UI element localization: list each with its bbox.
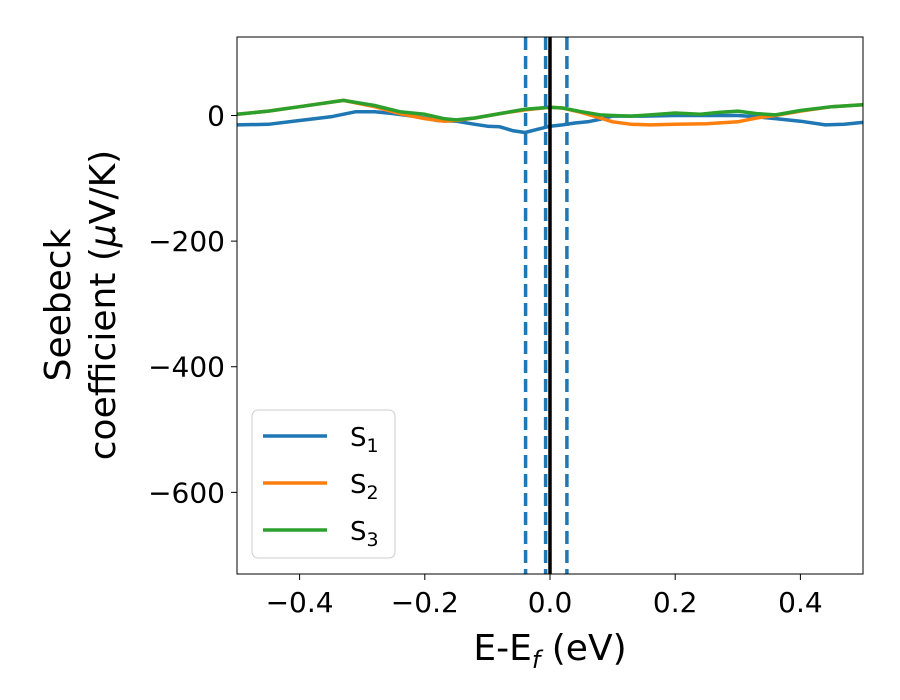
y-tick-label: −600 xyxy=(148,476,225,509)
x-tick-label: −0.2 xyxy=(391,586,459,619)
y-tick-label: 0 xyxy=(207,100,225,133)
plot-area xyxy=(237,37,863,574)
legend-label-s2: S2 xyxy=(350,470,379,504)
y-tick-label: −400 xyxy=(148,351,225,384)
x-tick-label: −0.4 xyxy=(266,586,334,619)
x-tick-label: 0.2 xyxy=(653,586,698,619)
x-axis-title: E-Ef (eV) xyxy=(473,628,626,674)
x-tick-label: 0.4 xyxy=(778,586,823,619)
x-tick-label: 0.0 xyxy=(528,586,573,619)
y-axis-title-line2: coefficient (μV/K) xyxy=(83,150,124,460)
y-tick-label: −200 xyxy=(148,225,225,258)
axis-ticks: −0.4 −0.2 0.0 0.2 0.4 0 −200 −400 −600 xyxy=(148,100,823,619)
legend-label-s1: S1 xyxy=(350,423,379,457)
series-line-s1 xyxy=(237,109,863,135)
legend-label-s3: S3 xyxy=(350,517,379,551)
series-line-s3 xyxy=(237,98,863,122)
y-axis-title-line1: Seebeck xyxy=(38,228,79,381)
legend: S1 S2 S3 xyxy=(251,409,396,559)
